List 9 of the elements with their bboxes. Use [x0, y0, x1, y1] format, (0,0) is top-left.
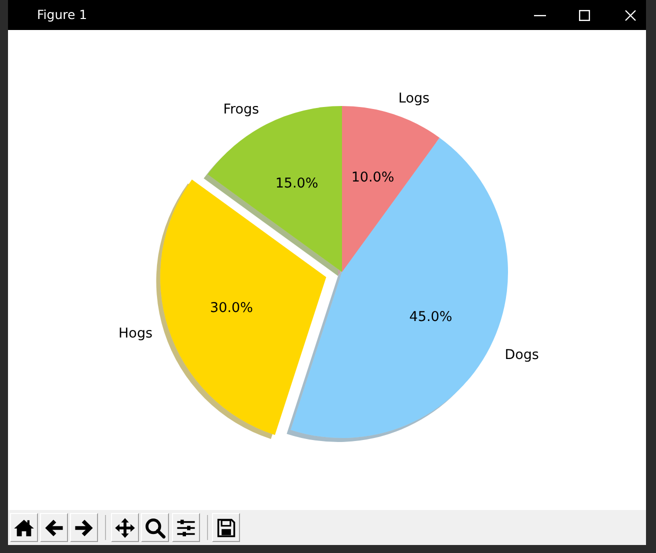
slice-label: Hogs	[118, 326, 153, 342]
slice-label: Frogs	[223, 101, 260, 118]
chart-title: Figure 1	[37, 7, 88, 22]
data-label: 45.0%	[409, 309, 452, 326]
data-label: 30.0%	[210, 300, 254, 316]
data-label: 10.0%	[351, 169, 394, 186]
slice-label: Dogs	[504, 346, 539, 363]
slice-label: Logs	[398, 90, 430, 106]
data-label: 15.0%	[275, 175, 318, 192]
